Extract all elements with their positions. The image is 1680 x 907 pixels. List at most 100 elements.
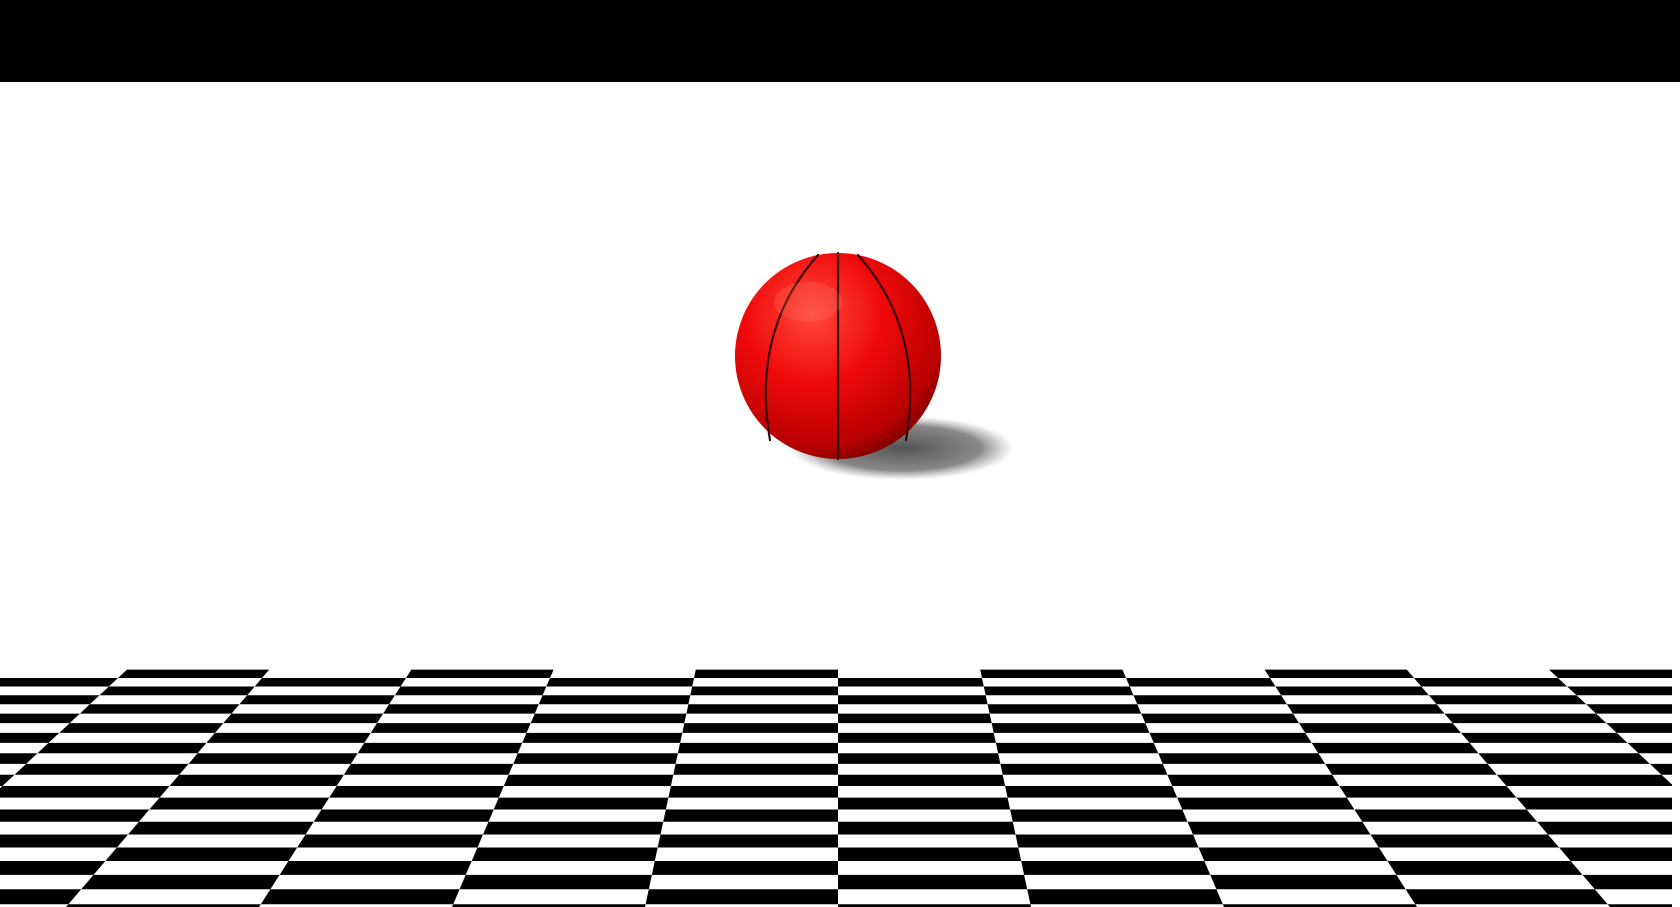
floor-tile [1370, 834, 1560, 848]
floor-tile [838, 713, 992, 724]
floor-tile [313, 809, 494, 822]
floor-tile [980, 669, 1126, 678]
floor-tile [0, 678, 118, 687]
floor-tile [343, 763, 514, 775]
floor-tile [370, 723, 531, 733]
floor-tile [1141, 713, 1299, 724]
horizon-edge [1672, 82, 1680, 907]
floor-tile [223, 713, 384, 724]
floor-tile [838, 797, 1011, 810]
floor-tile [677, 742, 838, 754]
floor-tile [394, 686, 547, 696]
floor-tile [668, 786, 838, 798]
floor-tile [991, 723, 1150, 733]
floor-tile [279, 861, 472, 875]
floor-tile [1311, 742, 1479, 754]
floor-tile [0, 889, 82, 905]
floor-tile [694, 669, 838, 678]
floor-tile [1010, 809, 1188, 822]
floor-tile [1187, 821, 1371, 835]
floor-tile [188, 753, 358, 764]
floor-tile [0, 834, 129, 848]
floor-tile [1428, 695, 1587, 705]
floor-tile [128, 821, 314, 835]
floor-tile [118, 669, 270, 678]
floor-tile [79, 704, 240, 714]
floor-tile [686, 704, 838, 714]
floor-tile [1299, 723, 1461, 733]
red-ball[interactable] [735, 251, 941, 461]
floor-tile [1286, 704, 1445, 714]
floor-tile [1606, 723, 1680, 733]
floor-tile [451, 904, 646, 907]
floor-tile [645, 889, 838, 905]
floor-tile [1126, 678, 1276, 687]
floor-tile [1549, 669, 1680, 678]
floor-tile [260, 889, 460, 905]
floor-tile [239, 695, 395, 705]
floor-tile [0, 753, 38, 764]
floor-tile [682, 723, 838, 733]
floor-tile [838, 695, 988, 705]
floor-tile [546, 678, 694, 687]
floor-tile [538, 695, 691, 705]
floor-tile [0, 774, 15, 786]
floor-tile [1222, 904, 1418, 907]
floor-tile [1021, 861, 1211, 875]
floor-tile [81, 874, 280, 890]
floor-tile [690, 686, 838, 696]
floor-tile [0, 732, 60, 743]
floor-tile [0, 695, 100, 705]
floor-tile [1582, 874, 1680, 890]
floor-tile [1198, 847, 1388, 861]
floor-tile [1586, 704, 1680, 714]
floor-tile [663, 809, 838, 822]
floor-tile [1405, 889, 1608, 905]
floor-tile [1005, 786, 1178, 798]
floor-tile [522, 732, 683, 743]
floor-tile [329, 786, 504, 798]
floor-tile [838, 753, 1001, 764]
floor-tile [471, 847, 658, 861]
floor-tile [838, 904, 1031, 907]
floor-tile [838, 821, 1016, 835]
floor-tile [1478, 753, 1650, 764]
floor-tile [297, 834, 483, 848]
checkerboard-floor [0, 82, 1680, 907]
floor-tile [254, 678, 406, 687]
floor-tile [1167, 774, 1340, 786]
floor-tile [987, 704, 1142, 714]
floor-tile [459, 874, 652, 890]
floor-tile [838, 774, 1006, 786]
floor-tile [1516, 797, 1680, 810]
floor-tile [406, 669, 554, 678]
floor-tile [1537, 821, 1680, 835]
floor-tile [1354, 809, 1538, 822]
floor-tile [1158, 753, 1326, 764]
floor-tile [59, 723, 224, 733]
floor-tile [1496, 774, 1674, 786]
floor-tile [983, 686, 1134, 696]
floor-tile [657, 834, 838, 848]
floor-tile [37, 742, 207, 754]
floor-tile [1627, 742, 1680, 754]
floor-tile [1275, 686, 1429, 696]
floor-tile [1414, 678, 1568, 687]
ball-highlight [774, 282, 842, 322]
floor-tile [1027, 889, 1223, 905]
floor-tile [0, 861, 106, 875]
floor-tile [383, 704, 539, 714]
floor-tile [1444, 713, 1607, 724]
floor-tile [1177, 797, 1355, 810]
floor-tile [1149, 732, 1312, 743]
floor-tile [0, 809, 150, 822]
floor-tile [99, 686, 255, 696]
ball-seams [764, 251, 912, 461]
floor-tile [1264, 669, 1414, 678]
floor-tile [1325, 763, 1497, 775]
floor-tile [169, 774, 344, 786]
floor-tile [1607, 904, 1680, 907]
floor-tile [14, 763, 189, 775]
floor-tile [206, 732, 371, 743]
